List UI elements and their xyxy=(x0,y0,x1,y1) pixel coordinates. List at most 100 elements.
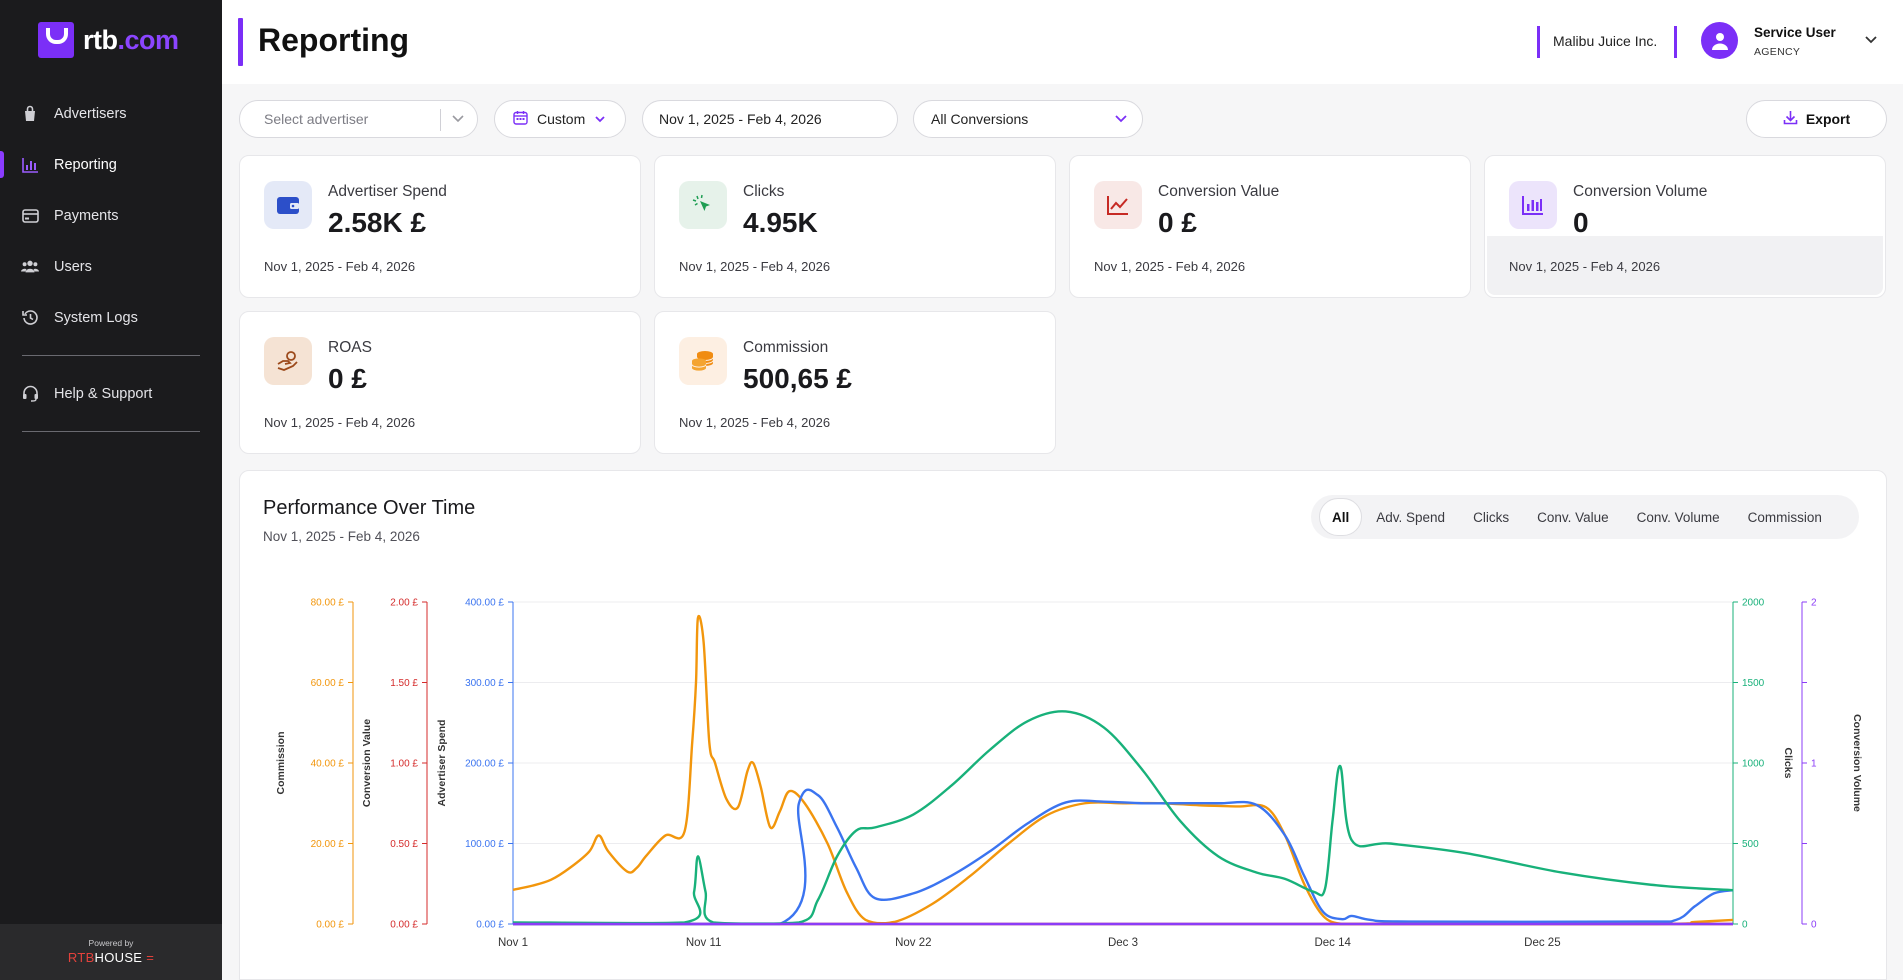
hand-coin-icon xyxy=(264,337,312,385)
axis-tick-label: 500 xyxy=(1742,839,1759,850)
user-icon xyxy=(1711,32,1728,50)
axis-tick-label: 0.00 £ xyxy=(316,920,344,931)
wallet-icon xyxy=(264,181,312,229)
metric-label: Commission xyxy=(743,339,829,356)
axis-tick-label: 2 xyxy=(1811,598,1817,609)
metric-card-commission[interactable]: Commission 500,65 £ Nov 1, 2025 - Feb 4,… xyxy=(654,311,1056,454)
user-name[interactable]: Service User xyxy=(1754,25,1836,40)
axis-title-spend: Advertiser Spend xyxy=(436,720,448,807)
axis-tick-label: 40.00 £ xyxy=(311,759,345,770)
organization-name[interactable]: Malibu Juice Inc. xyxy=(1553,33,1658,49)
sidebar-item-label: Reporting xyxy=(54,156,117,173)
avatar[interactable] xyxy=(1701,22,1738,59)
x-tick-label: Dec 3 xyxy=(1108,937,1138,949)
title-accent-bar xyxy=(238,18,243,66)
chevron-down-icon[interactable] xyxy=(451,111,465,128)
axis-tick-label: 1.50 £ xyxy=(390,678,418,689)
calendar-icon xyxy=(513,110,528,128)
tab-conv-volume[interactable]: Conv. Volume xyxy=(1636,509,1720,525)
date-range-input[interactable]: Nov 1, 2025 - Feb 4, 2026 xyxy=(642,100,898,138)
card-icon xyxy=(21,207,39,225)
tab-conv-value[interactable]: Conv. Value xyxy=(1537,509,1609,525)
performance-subtitle: Nov 1, 2025 - Feb 4, 2026 xyxy=(263,529,420,544)
metric-date-range: Nov 1, 2025 - Feb 4, 2026 xyxy=(264,259,416,274)
sidebar-item-payments[interactable]: Payments xyxy=(0,190,222,241)
sidebar-nav: Advertisers Reporting Payments Users Sys… xyxy=(0,88,222,444)
sidebar-divider xyxy=(22,355,200,356)
metric-card-roas[interactable]: ROAS 0 £ Nov 1, 2025 - Feb 4, 2026 xyxy=(239,311,641,454)
tab-commission[interactable]: Commission xyxy=(1747,509,1822,525)
bar-chart-icon xyxy=(21,156,39,174)
sidebar-item-advertisers[interactable]: Advertisers xyxy=(0,88,222,139)
select-divider xyxy=(440,109,441,131)
export-button[interactable]: Export xyxy=(1746,100,1887,138)
page-title: Reporting xyxy=(258,22,410,58)
metric-label: Advertiser Spend xyxy=(328,183,447,200)
axis-tick-label: 80.00 £ xyxy=(311,598,345,609)
conversions-select[interactable]: All Conversions xyxy=(913,100,1143,138)
conversions-select-value: All Conversions xyxy=(931,111,1029,127)
sidebar-item-label: Help & Support xyxy=(54,385,153,402)
axis-tick-label: 0 xyxy=(1811,920,1817,931)
bag-icon xyxy=(21,105,39,123)
axis-tick-label: 200.00 £ xyxy=(465,759,504,770)
metric-card-clicks[interactable]: Clicks 4.95K Nov 1, 2025 - Feb 4, 2026 xyxy=(654,155,1056,298)
performance-tabs: All Adv. Spend Clicks Conv. Value Conv. … xyxy=(1311,495,1859,539)
top-header: Reporting Malibu Juice Inc. Service User… xyxy=(222,0,1903,84)
advertiser-select[interactable]: Select advertiser xyxy=(239,100,478,138)
tab-clicks[interactable]: Clicks xyxy=(1473,509,1510,525)
chevron-down-icon xyxy=(1114,111,1128,128)
cursor-click-icon xyxy=(679,181,727,229)
date-range-type-select[interactable]: Custom xyxy=(494,100,626,138)
axis-title-clicks: Clicks xyxy=(1782,748,1794,779)
brand-logo[interactable]: rtb.com xyxy=(38,22,179,58)
sidebar-item-users[interactable]: Users xyxy=(0,241,222,292)
axis-tick-label: 0.50 £ xyxy=(390,839,418,850)
metric-value: 2.58K £ xyxy=(328,207,427,238)
powered-brand: RTBHOUSE = xyxy=(67,950,155,965)
performance-chart: 0.00 £20.00 £40.00 £60.00 £80.00 £Commis… xyxy=(275,598,1863,950)
chevron-down-icon xyxy=(594,111,606,127)
sidebar-item-help-support[interactable]: Help & Support xyxy=(0,368,222,419)
axis-tick-label: 2.00 £ xyxy=(390,598,418,609)
export-label: Export xyxy=(1805,111,1851,127)
sidebar-item-system-logs[interactable]: System Logs xyxy=(0,292,222,343)
metric-value: 500,65 £ xyxy=(743,363,852,394)
powered-by-footer: Powered by RTBHOUSE = xyxy=(0,924,222,980)
metric-date-range: Nov 1, 2025 - Feb 4, 2026 xyxy=(1509,259,1661,274)
sidebar: rtb.com Advertisers Reporting Payments U… xyxy=(0,0,222,980)
chevron-down-icon[interactable] xyxy=(1864,32,1878,50)
sidebar-item-label: Payments xyxy=(54,207,119,224)
user-role: AGENCY xyxy=(1754,46,1801,58)
logo-text: rtb.com xyxy=(83,24,179,55)
sidebar-divider xyxy=(22,431,200,432)
metric-card-advertiser-spend[interactable]: Advertiser Spend 2.58K £ Nov 1, 2025 - F… xyxy=(239,155,641,298)
coins-icon xyxy=(679,337,727,385)
metric-label: Conversion Value xyxy=(1158,183,1280,200)
date-range-value: Nov 1, 2025 - Feb 4, 2026 xyxy=(659,111,822,127)
history-icon xyxy=(21,309,39,327)
axis-tick-label: 400.00 £ xyxy=(465,598,504,609)
metric-card-conversion-volume[interactable]: Conversion Volume 0 Nov 1, 2025 - Feb 4,… xyxy=(1484,155,1886,298)
tab-adv-spend[interactable]: Adv. Spend xyxy=(1376,509,1446,525)
bar-chart-icon xyxy=(1509,181,1557,229)
sidebar-item-reporting[interactable]: Reporting xyxy=(0,139,222,190)
metric-value: 4.95K xyxy=(743,207,818,238)
x-tick-label: Dec 14 xyxy=(1314,937,1351,949)
metric-date-range: Nov 1, 2025 - Feb 4, 2026 xyxy=(264,415,416,430)
series-line-clicks xyxy=(512,710,1734,925)
sidebar-item-label: Users xyxy=(54,258,92,275)
performance-title: Performance Over Time xyxy=(263,497,476,519)
axis-tick-label: 1000 xyxy=(1742,759,1765,770)
tab-all[interactable]: All xyxy=(1319,498,1363,536)
axis-title-conv_volume: Conversion Volume xyxy=(1851,714,1863,812)
org-divider xyxy=(1537,26,1540,58)
metric-date-range: Nov 1, 2025 - Feb 4, 2026 xyxy=(679,259,831,274)
metric-card-conversion-value[interactable]: Conversion Value 0 £ Nov 1, 2025 - Feb 4… xyxy=(1069,155,1471,298)
x-tick-label: Dec 25 xyxy=(1524,937,1560,949)
axis-tick-label: 100.00 £ xyxy=(465,839,504,850)
axis-tick-label: 2000 xyxy=(1742,598,1765,609)
download-icon xyxy=(1783,110,1798,128)
metric-date-range: Nov 1, 2025 - Feb 4, 2026 xyxy=(679,415,831,430)
axis-tick-label: 1500 xyxy=(1742,678,1765,689)
